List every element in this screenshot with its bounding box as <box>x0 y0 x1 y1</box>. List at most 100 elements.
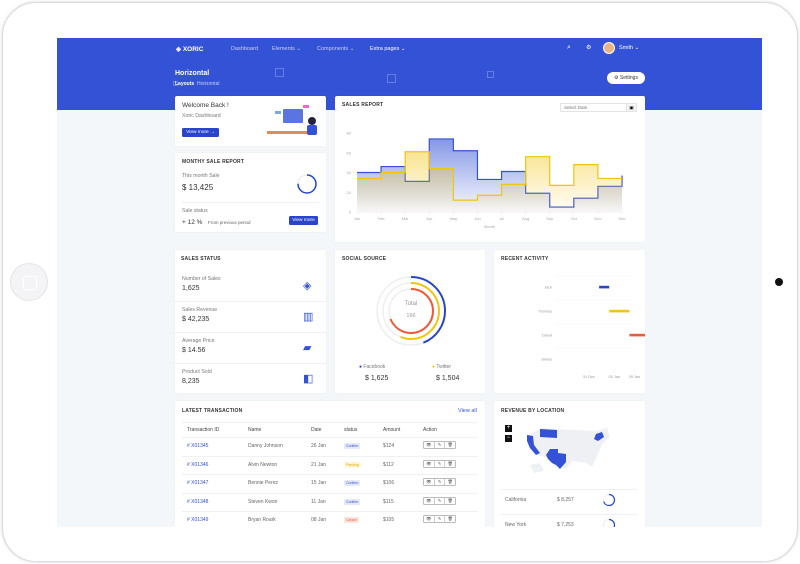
nav-extra-pages[interactable]: Extra pages ⌄ <box>370 46 406 52</box>
view-icon[interactable]: 👁 <box>424 479 435 485</box>
delete-icon[interactable]: 🗑 <box>447 479 453 484</box>
status-badge: Cancel <box>344 517 359 523</box>
x-tick-label: 09 Jan <box>629 375 640 379</box>
ring-bar <box>602 493 616 507</box>
screen: ◈ XORIC Dashboard Elements ⌄ Components … <box>57 38 762 527</box>
home-button[interactable] <box>10 263 48 301</box>
sales-status-value: 8,235 <box>182 378 200 385</box>
date-input[interactable] <box>561 104 626 111</box>
calendar-icon[interactable]: ▣ <box>626 104 636 111</box>
user-menu[interactable]: Smith ⌄ <box>619 45 640 51</box>
location-state: New York <box>505 522 527 527</box>
nav-components[interactable]: Components ⌄ <box>317 46 355 52</box>
nav-dashboard[interactable]: Dashboard <box>231 46 258 52</box>
delete-icon[interactable]: 🗑 <box>447 516 453 521</box>
monthly-title: MONTHY SALE REPORT <box>182 159 245 165</box>
facebook-dot-icon: ● <box>359 364 363 370</box>
x-tick-label: Oct <box>571 216 578 221</box>
state-california <box>527 435 540 455</box>
y-tick-label: 60 <box>347 150 352 155</box>
transaction-id-link[interactable]: # X01349 <box>187 517 209 523</box>
us-map <box>526 426 611 473</box>
ring-bar <box>376 276 446 346</box>
state-montana <box>540 429 557 438</box>
x-tick-label: Nov <box>594 216 601 221</box>
y-tick-label: 0 <box>349 210 352 215</box>
action-buttons: 👁 ✎ 🗑 <box>423 459 456 468</box>
map-zoom-in-button[interactable]: + <box>505 425 512 432</box>
delete-icon[interactable]: 🗑 <box>447 497 453 503</box>
sales-report-chart: 0 20 40 60 80 Jan Feb Mar Apr May Jun Jul Aug Sep Oct N… <box>347 131 626 230</box>
edit-icon[interactable]: ✎ <box>435 497 446 504</box>
x-tick-label: Jul <box>499 216 504 221</box>
delete-icon[interactable]: 🗑 <box>447 442 453 447</box>
welcome-title: Welcome Back ! <box>182 102 229 109</box>
welcome-view-more-button[interactable]: View more → <box>182 128 219 137</box>
welcome-card: Welcome Back ! Xoric Dashboard View more… <box>175 96 326 146</box>
view-icon[interactable]: 👁 <box>424 497 435 504</box>
breadcrumb-layouts[interactable]: Layouts <box>175 81 195 87</box>
location-value: $ 8,257 <box>557 497 574 503</box>
transaction-name: Bryan Roark <box>248 517 276 523</box>
column-header: Name <box>248 427 262 433</box>
transaction-name: Bennie Perez <box>248 480 279 486</box>
twitter-dot-icon: ● <box>432 364 436 370</box>
column-header: Date <box>311 427 322 433</box>
social-radial-chart <box>376 276 446 346</box>
x-tick-label: Dec <box>618 216 625 221</box>
x-tick-label: Apr <box>426 216 433 221</box>
transaction-id-link[interactable]: # X01346 <box>187 461 209 468</box>
ring-bar <box>382 282 440 340</box>
x-tick-label: Feb <box>378 216 386 221</box>
page-title: Horizontal <box>175 70 210 77</box>
breadcrumb-current: Horizontal <box>196 81 220 87</box>
logo[interactable]: ◈ XORIC <box>176 46 204 53</box>
transaction-id-link[interactable]: # X01347 <box>187 480 209 486</box>
sliders-icon[interactable]: ⚙ <box>586 45 592 51</box>
search-icon[interactable]: ⌕ <box>567 44 571 51</box>
column-header: Action <box>423 427 437 433</box>
column-header: Amount <box>383 427 401 433</box>
view-icon[interactable]: 👁 <box>424 460 435 467</box>
legend-facebook: ● Facebook <box>359 364 386 370</box>
row-label: David <box>542 334 552 338</box>
state-texas <box>546 449 566 469</box>
transactions-title: LATEST TRANSACTION <box>182 408 243 414</box>
settings-button[interactable]: ⚙ Settings <box>607 72 645 84</box>
monthly-view-more-button[interactable]: View more <box>289 216 318 225</box>
state-alaska <box>530 463 544 473</box>
edit-icon[interactable]: ✎ <box>435 479 446 485</box>
edit-icon[interactable]: ✎ <box>435 516 446 522</box>
view-all-link[interactable]: View all <box>458 408 477 414</box>
sales-status-value: $ 14.56 <box>182 347 206 354</box>
view-icon[interactable]: 👁 <box>424 516 435 522</box>
transaction-id-link[interactable]: # X01345 <box>187 443 209 449</box>
state-new-york <box>594 432 604 441</box>
sale-progress-ring <box>297 174 317 194</box>
status-badge: Confirm <box>344 498 361 505</box>
edit-icon[interactable]: ✎ <box>435 442 446 448</box>
row-label: Thomas <box>538 310 552 314</box>
x-tick-label: May <box>450 216 458 221</box>
view-icon[interactable]: 👁 <box>424 442 435 448</box>
transaction-amount: $112 <box>383 461 394 468</box>
avatar[interactable] <box>603 42 615 54</box>
x-axis-label: Month <box>484 224 495 229</box>
delete-icon[interactable]: 🗑 <box>447 460 453 466</box>
transaction-amount: $106 <box>383 480 395 486</box>
nav-elements[interactable]: Elements ⌄ <box>272 46 302 52</box>
map-zoom-out-button[interactable]: − <box>505 435 512 442</box>
latest-transaction-card: LATEST TRANSACTION View all Transaction … <box>175 401 485 527</box>
date-picker[interactable]: ▣ <box>560 103 637 112</box>
x-tick-label: 05 Jan <box>609 375 620 379</box>
y-tick-label: 20 <box>347 190 352 195</box>
row-label: Jack <box>544 286 552 290</box>
welcome-illustration <box>267 105 317 135</box>
edit-icon[interactable]: ✎ <box>435 460 446 467</box>
social-title: SOCIAL SOURCE <box>342 256 387 262</box>
transaction-name: Alvin Newton <box>248 461 278 468</box>
transaction-id-link[interactable]: # X01348 <box>187 498 209 505</box>
transaction-name: Danny Johnson <box>248 443 283 449</box>
sales-status-value: 1,625 <box>182 285 200 292</box>
